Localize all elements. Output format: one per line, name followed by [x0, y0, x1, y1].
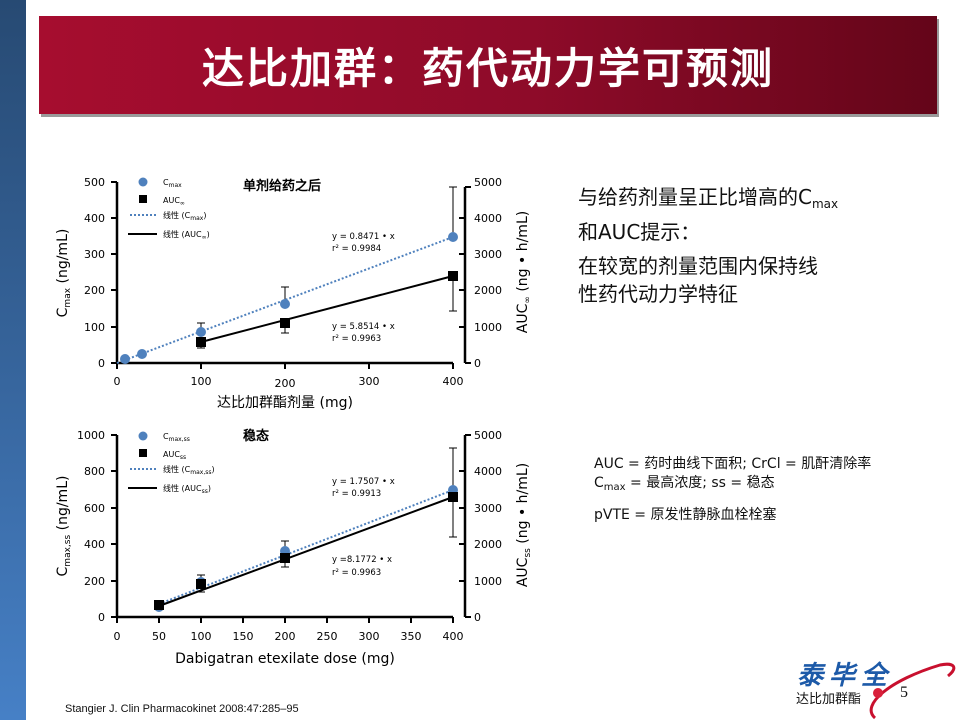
abbr-cmax: Cmax = 最高浓度; ss = 稳态 — [594, 474, 871, 497]
brand-logo: 泰毕全 达比加群酯 5 — [780, 650, 960, 720]
svg-text:AUC∞ (ng • h/mL): AUC∞ (ng • h/mL) — [515, 211, 533, 333]
svg-text:AUCss (ng • h/mL): AUCss (ng • h/mL) — [515, 463, 533, 587]
abbr-auc: AUC = 药时曲线下面积; CrCl = 肌酐清除率 — [594, 456, 872, 472]
key-point-3: 在较宽的剂量范围内保持线 — [578, 254, 818, 278]
svg-text:AUCss: AUCss — [163, 450, 186, 461]
svg-text:线性 (Cmax): 线性 (Cmax) — [163, 210, 206, 222]
svg-text:AUC∞: AUC∞ — [163, 196, 185, 207]
svg-text:300: 300 — [359, 375, 380, 388]
svg-text:150: 150 — [233, 630, 254, 643]
logo-generic-name: 达比加群酯 — [796, 692, 862, 707]
key-point-1-text: 与给药剂量呈正比增高的C — [578, 185, 812, 209]
abbr-cmax-c: C — [594, 475, 604, 491]
reference-citation: Stangier J. Clin Pharmacokinet 2008:47:2… — [65, 703, 299, 715]
svg-text:600: 600 — [84, 502, 105, 515]
slide-title: 达比加群：药代动力学可预测 — [201, 43, 774, 93]
page-number: 5 — [900, 684, 908, 701]
svg-text:y = 0.8471 • x: y = 0.8471 • x — [332, 232, 395, 242]
svg-text:Cmax: Cmax — [163, 178, 182, 189]
logo-swoosh-icon — [869, 662, 956, 720]
svg-text:5000: 5000 — [474, 176, 502, 189]
key-point-4: 性药代动力学特征 — [578, 282, 738, 306]
svg-text:Cmax,ss: Cmax,ss — [163, 432, 190, 443]
svg-text:4000: 4000 — [474, 465, 502, 478]
svg-text:4000: 4000 — [474, 212, 502, 225]
abbreviations: AUC = 药时曲线下面积; CrCl = 肌酐清除率 Cmax = 最高浓度;… — [594, 455, 871, 525]
svg-text:50: 50 — [152, 630, 166, 643]
abbr-cmax-def: = 最高浓度; ss = 稳态 — [625, 475, 775, 491]
svg-text:300: 300 — [84, 248, 105, 261]
logo-brand-name: 泰毕全 — [797, 661, 894, 691]
svg-text:400: 400 — [84, 538, 105, 551]
svg-text:200: 200 — [84, 284, 105, 297]
key-point-2: 和AUC提示： — [578, 220, 701, 244]
svg-text:400: 400 — [84, 212, 105, 225]
svg-text:200: 200 — [275, 377, 296, 390]
key-points: 与给药剂量呈正比增高的Cmax 和AUC提示： 在较宽的剂量范围内保持线 性药代… — [578, 183, 838, 308]
svg-text:5000: 5000 — [474, 429, 502, 442]
svg-text:0: 0 — [114, 375, 121, 388]
svg-text:3000: 3000 — [474, 248, 502, 261]
svg-text:r² = 0.9913: r² = 0.9913 — [332, 489, 381, 499]
svg-text:达比加群酯剂量 (mg): 达比加群酯剂量 (mg) — [217, 395, 353, 411]
svg-text:Cmax,ss (ng/mL): Cmax,ss (ng/mL) — [55, 476, 73, 577]
svg-text:200: 200 — [275, 630, 296, 643]
svg-text:1000: 1000 — [474, 321, 502, 334]
key-point-1: 与给药剂量呈正比增高的Cmax — [578, 183, 838, 218]
svg-text:r² = 0.9963: r² = 0.9963 — [332, 334, 381, 344]
svg-text:y = 1.7507 • x: y = 1.7507 • x — [332, 477, 395, 487]
abbr-cmax-sub: max — [603, 482, 626, 493]
cmax-subscript: max — [811, 197, 839, 211]
svg-text:Dabigatran etexilate dose (mg): Dabigatran etexilate dose (mg) — [175, 651, 395, 667]
svg-text:r² = 0.9963: r² = 0.9963 — [332, 568, 381, 578]
svg-text:500: 500 — [84, 176, 105, 189]
abbr-pvte: pVTE = 原发性静脉血栓栓塞 — [594, 507, 777, 523]
svg-text:0: 0 — [474, 357, 481, 370]
svg-text:200: 200 — [84, 575, 105, 588]
svg-text:2000: 2000 — [474, 538, 502, 551]
svg-text:0: 0 — [98, 357, 105, 370]
svg-text:400: 400 — [443, 375, 464, 388]
svg-text:0: 0 — [474, 611, 481, 624]
svg-text:100: 100 — [84, 321, 105, 334]
svg-text:2000: 2000 — [474, 284, 502, 297]
svg-text:y = 5.8514 • x: y = 5.8514 • x — [332, 322, 395, 332]
left-accent-bar — [0, 0, 26, 720]
svg-text:线性 (AUCss): 线性 (AUCss) — [163, 483, 211, 495]
svg-text:100: 100 — [191, 630, 212, 643]
svg-text:Cmax (ng/mL): Cmax (ng/mL) — [55, 229, 73, 318]
svg-text:1000: 1000 — [474, 575, 502, 588]
svg-text:线性 (AUC∞): 线性 (AUC∞) — [163, 229, 210, 241]
svg-text:单剂给药之后: 单剂给药之后 — [243, 178, 321, 194]
svg-text:350: 350 — [401, 630, 422, 643]
svg-text:0: 0 — [114, 630, 121, 643]
svg-text:稳态: 稳态 — [243, 428, 269, 444]
svg-text:100: 100 — [191, 375, 212, 388]
svg-text:250: 250 — [317, 630, 338, 643]
svg-text:0: 0 — [98, 611, 105, 624]
svg-text:300: 300 — [359, 630, 380, 643]
svg-text:r² = 0.9984: r² = 0.9984 — [332, 244, 381, 254]
svg-text:800: 800 — [84, 465, 105, 478]
svg-text:400: 400 — [443, 630, 464, 643]
svg-text:y =8.1772 • x: y =8.1772 • x — [332, 555, 392, 565]
svg-text:1000: 1000 — [77, 429, 105, 442]
svg-text:线性 (Cmax,ss): 线性 (Cmax,ss) — [163, 464, 215, 476]
title-banner: 达比加群：药代动力学可预测 — [39, 16, 937, 114]
svg-text:3000: 3000 — [474, 502, 502, 515]
